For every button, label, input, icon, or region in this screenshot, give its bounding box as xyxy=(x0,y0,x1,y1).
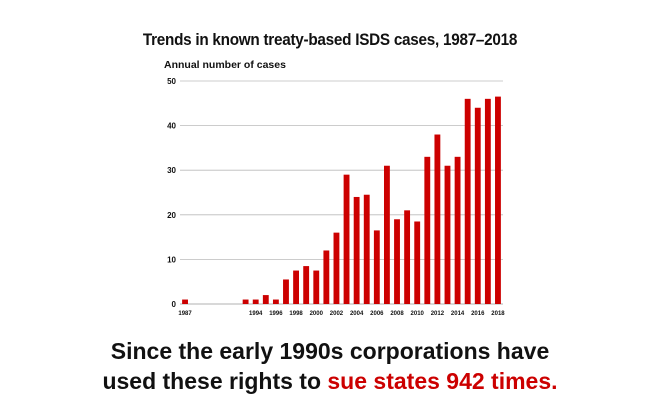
gridlines xyxy=(180,80,503,305)
chart-area: Annual number of cases 0 10 20 30 40 50 1987 1… xyxy=(164,59,505,317)
bar-2006 xyxy=(373,230,380,304)
y-tick-label: 40 xyxy=(167,122,176,131)
bar-1993 xyxy=(242,299,249,304)
x-tick-label: 1998 xyxy=(289,311,303,317)
caption-highlight: sue states 942 times. xyxy=(327,368,558,394)
x-tick-label: 2016 xyxy=(471,311,485,317)
bar-2014 xyxy=(454,156,461,304)
bar-2010 xyxy=(414,221,421,304)
bar-2011 xyxy=(424,156,431,304)
bar-2018 xyxy=(495,96,501,304)
y-tick-label: 20 xyxy=(167,211,176,220)
x-tick-label: 2008 xyxy=(390,311,404,317)
bar-1998 xyxy=(293,270,300,304)
bar-1996 xyxy=(272,299,279,304)
y-tick-labels: 0 10 20 30 40 50 xyxy=(167,77,176,309)
caption-line-2: used these rights to sue states 942 time… xyxy=(0,366,660,396)
bar-2017 xyxy=(484,98,491,304)
bar-1999 xyxy=(303,266,310,304)
x-tick-label: 1994 xyxy=(249,311,263,317)
bar-1987 xyxy=(182,299,188,304)
x-tick-label: 2010 xyxy=(411,311,425,317)
x-tick-label: 1996 xyxy=(269,311,283,317)
bar-1997 xyxy=(283,279,289,304)
caption: Since the early 1990s corporations have … xyxy=(0,336,660,396)
x-tick-label: 2012 xyxy=(431,311,445,317)
bar-1995 xyxy=(262,295,269,304)
bar-2013 xyxy=(444,165,451,304)
y-tick-label: 0 xyxy=(172,300,177,309)
bar-2003 xyxy=(343,174,350,304)
y-tick-label: 10 xyxy=(167,255,176,264)
x-tick-label: 1987 xyxy=(178,311,192,317)
bar-2007 xyxy=(383,165,390,304)
caption-line-1: Since the early 1990s corporations have xyxy=(110,338,550,364)
x-tick-label: 2002 xyxy=(330,311,344,317)
x-tick-label: 2000 xyxy=(310,311,324,317)
bar-2009 xyxy=(404,210,411,304)
x-tick-labels: 1987 1994 1996 1998 2000 2002 2004 2006 2008 2010… xyxy=(178,311,505,317)
x-tick-label: 2004 xyxy=(350,311,364,317)
bar-1994 xyxy=(252,299,259,304)
x-tick-label: 2014 xyxy=(451,311,465,317)
bar-2016 xyxy=(474,107,481,304)
x-tick-label: 2018 xyxy=(491,311,505,317)
y-tick-label: 50 xyxy=(167,77,176,86)
x-tick-label: 2006 xyxy=(370,311,384,317)
chart-title: Trends in known treaty-based ISDS cases,… xyxy=(142,30,518,49)
bar-2005 xyxy=(363,194,370,304)
bar-2001 xyxy=(323,250,330,304)
caption-line-2-prefix: used these rights to xyxy=(102,368,328,394)
bar-2002 xyxy=(333,232,340,304)
y-axis-label: Annual number of cases xyxy=(164,59,286,71)
bar-2000 xyxy=(313,270,320,304)
bar-2015 xyxy=(464,98,471,304)
bars xyxy=(182,96,501,304)
bar-2004 xyxy=(353,196,360,304)
y-tick-label: 30 xyxy=(167,166,176,175)
bar-2012 xyxy=(434,134,441,304)
bar-2008 xyxy=(394,219,400,304)
